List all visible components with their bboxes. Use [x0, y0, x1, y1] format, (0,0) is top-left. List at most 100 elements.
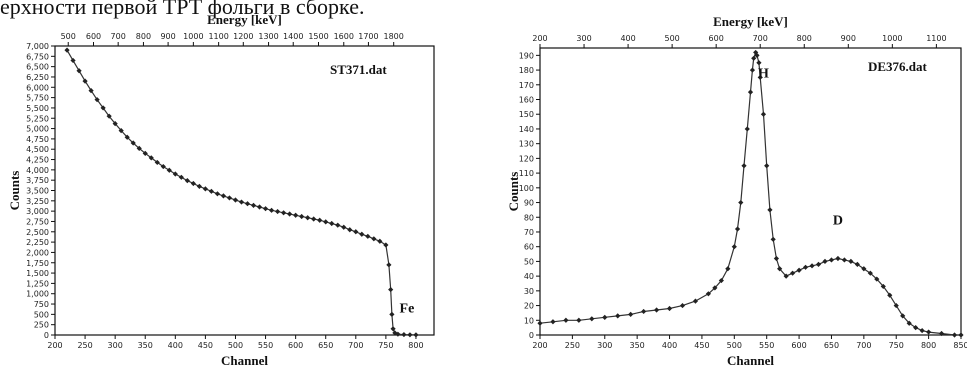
x-tick-label: 800 — [408, 341, 423, 350]
y-tick-label: 6,500 — [26, 63, 49, 72]
x-tick-label: 550 — [258, 341, 273, 350]
data-point — [106, 113, 112, 119]
y-tick-label: 190 — [519, 51, 534, 60]
chart-panel-1: 200 250 300 350 400 450 500 550 600 650 700 750 800 0… — [7, 12, 435, 368]
top-tick-label: 1400 — [283, 32, 303, 41]
top-tick-label: 800 — [136, 32, 151, 41]
top-tick-label: 500 — [664, 34, 679, 43]
data-point — [142, 150, 148, 156]
x-tick-label: 850 — [953, 341, 967, 350]
data-point — [287, 211, 293, 217]
data-point — [172, 171, 178, 177]
data-point — [299, 213, 305, 220]
dataset-filename: DE376.dat — [868, 59, 928, 74]
data-point — [390, 326, 396, 332]
data-point — [926, 329, 932, 335]
data-point — [220, 193, 227, 199]
y-tick-label: 150 — [519, 110, 534, 119]
data-point — [563, 317, 569, 323]
series-line — [539, 50, 961, 336]
data-point — [770, 236, 776, 242]
x-tick-label: 250 — [77, 341, 92, 350]
data-point — [753, 49, 759, 56]
data-point — [641, 308, 647, 315]
data-point — [815, 261, 822, 267]
data-point — [392, 330, 398, 336]
data-point — [628, 311, 634, 317]
top-tick-label: 400 — [620, 34, 635, 43]
data-point — [958, 332, 964, 338]
data-point — [94, 97, 100, 103]
data-point — [751, 55, 757, 61]
data-point — [906, 320, 912, 326]
data-point — [747, 89, 754, 95]
data-point — [323, 219, 329, 225]
x-tick-label: 450 — [694, 341, 709, 350]
data-point — [822, 258, 828, 265]
data-point — [802, 264, 809, 270]
data-point — [226, 195, 233, 201]
data-point — [317, 217, 323, 223]
data-point — [777, 266, 783, 272]
data-point — [602, 314, 608, 320]
annotation-label: D — [833, 214, 843, 229]
y-tick-label: 1,250 — [26, 279, 49, 288]
data-point — [407, 332, 413, 338]
data-point — [250, 202, 257, 208]
top-tick-label: 1700 — [358, 32, 378, 41]
y-tick-label: 50 — [524, 257, 534, 266]
data-point — [749, 67, 756, 73]
data-point — [893, 302, 899, 309]
y-tick-label: 3,750 — [26, 176, 49, 185]
x-tick-label: 700 — [348, 341, 363, 350]
data-point — [70, 57, 76, 64]
annotation-label: Fe — [400, 301, 415, 316]
data-point — [938, 330, 945, 337]
x-tick-label: 750 — [378, 341, 393, 350]
data-point — [880, 283, 886, 290]
x-tick-label: 650 — [318, 341, 333, 350]
data-point — [268, 207, 275, 213]
data-point — [550, 319, 556, 325]
y-tick-label: 0 — [529, 331, 534, 340]
x-axis-title: Channel — [727, 353, 774, 368]
data-point — [293, 212, 299, 218]
y-tick-label: 6,250 — [26, 73, 49, 82]
y-tick-label: 130 — [519, 140, 534, 149]
y-tick-label: 90 — [524, 199, 534, 208]
x-tick-label: 500 — [727, 341, 742, 350]
data-point — [274, 208, 281, 215]
x-tick-label: 200 — [47, 341, 62, 350]
y-tick-label: 110 — [519, 169, 534, 178]
x-tick-label: 400 — [662, 341, 677, 350]
data-point — [867, 270, 873, 276]
data-point — [734, 226, 741, 232]
y-tick-label: 60 — [524, 243, 534, 252]
data-point — [756, 60, 762, 66]
data-point — [754, 52, 760, 58]
data-point — [951, 332, 958, 338]
data-point — [386, 262, 392, 268]
top-tick-label: 1200 — [233, 32, 253, 41]
data-point — [196, 183, 202, 189]
data-point — [705, 291, 711, 297]
y-tick-label: 3,000 — [26, 207, 49, 216]
series-line — [66, 49, 417, 336]
y-tick-label: 100 — [519, 184, 534, 193]
x-tick-label: 550 — [759, 341, 774, 350]
top-tick-label: 1500 — [308, 32, 328, 41]
data-point — [208, 188, 215, 194]
data-point — [764, 163, 770, 169]
data-point — [76, 68, 82, 74]
data-point — [757, 74, 763, 81]
data-point — [262, 206, 269, 212]
data-point — [401, 331, 407, 338]
top-axis-title: Energy [keV] — [207, 12, 282, 27]
data-point — [335, 222, 341, 228]
y-tick-label: 20 — [524, 302, 534, 311]
y-tick-label: 2,750 — [26, 217, 49, 226]
y-tick-label: 750 — [34, 300, 49, 309]
top-axis-title: Energy [keV] — [713, 14, 788, 29]
y-tick-label: 1,500 — [26, 269, 49, 278]
